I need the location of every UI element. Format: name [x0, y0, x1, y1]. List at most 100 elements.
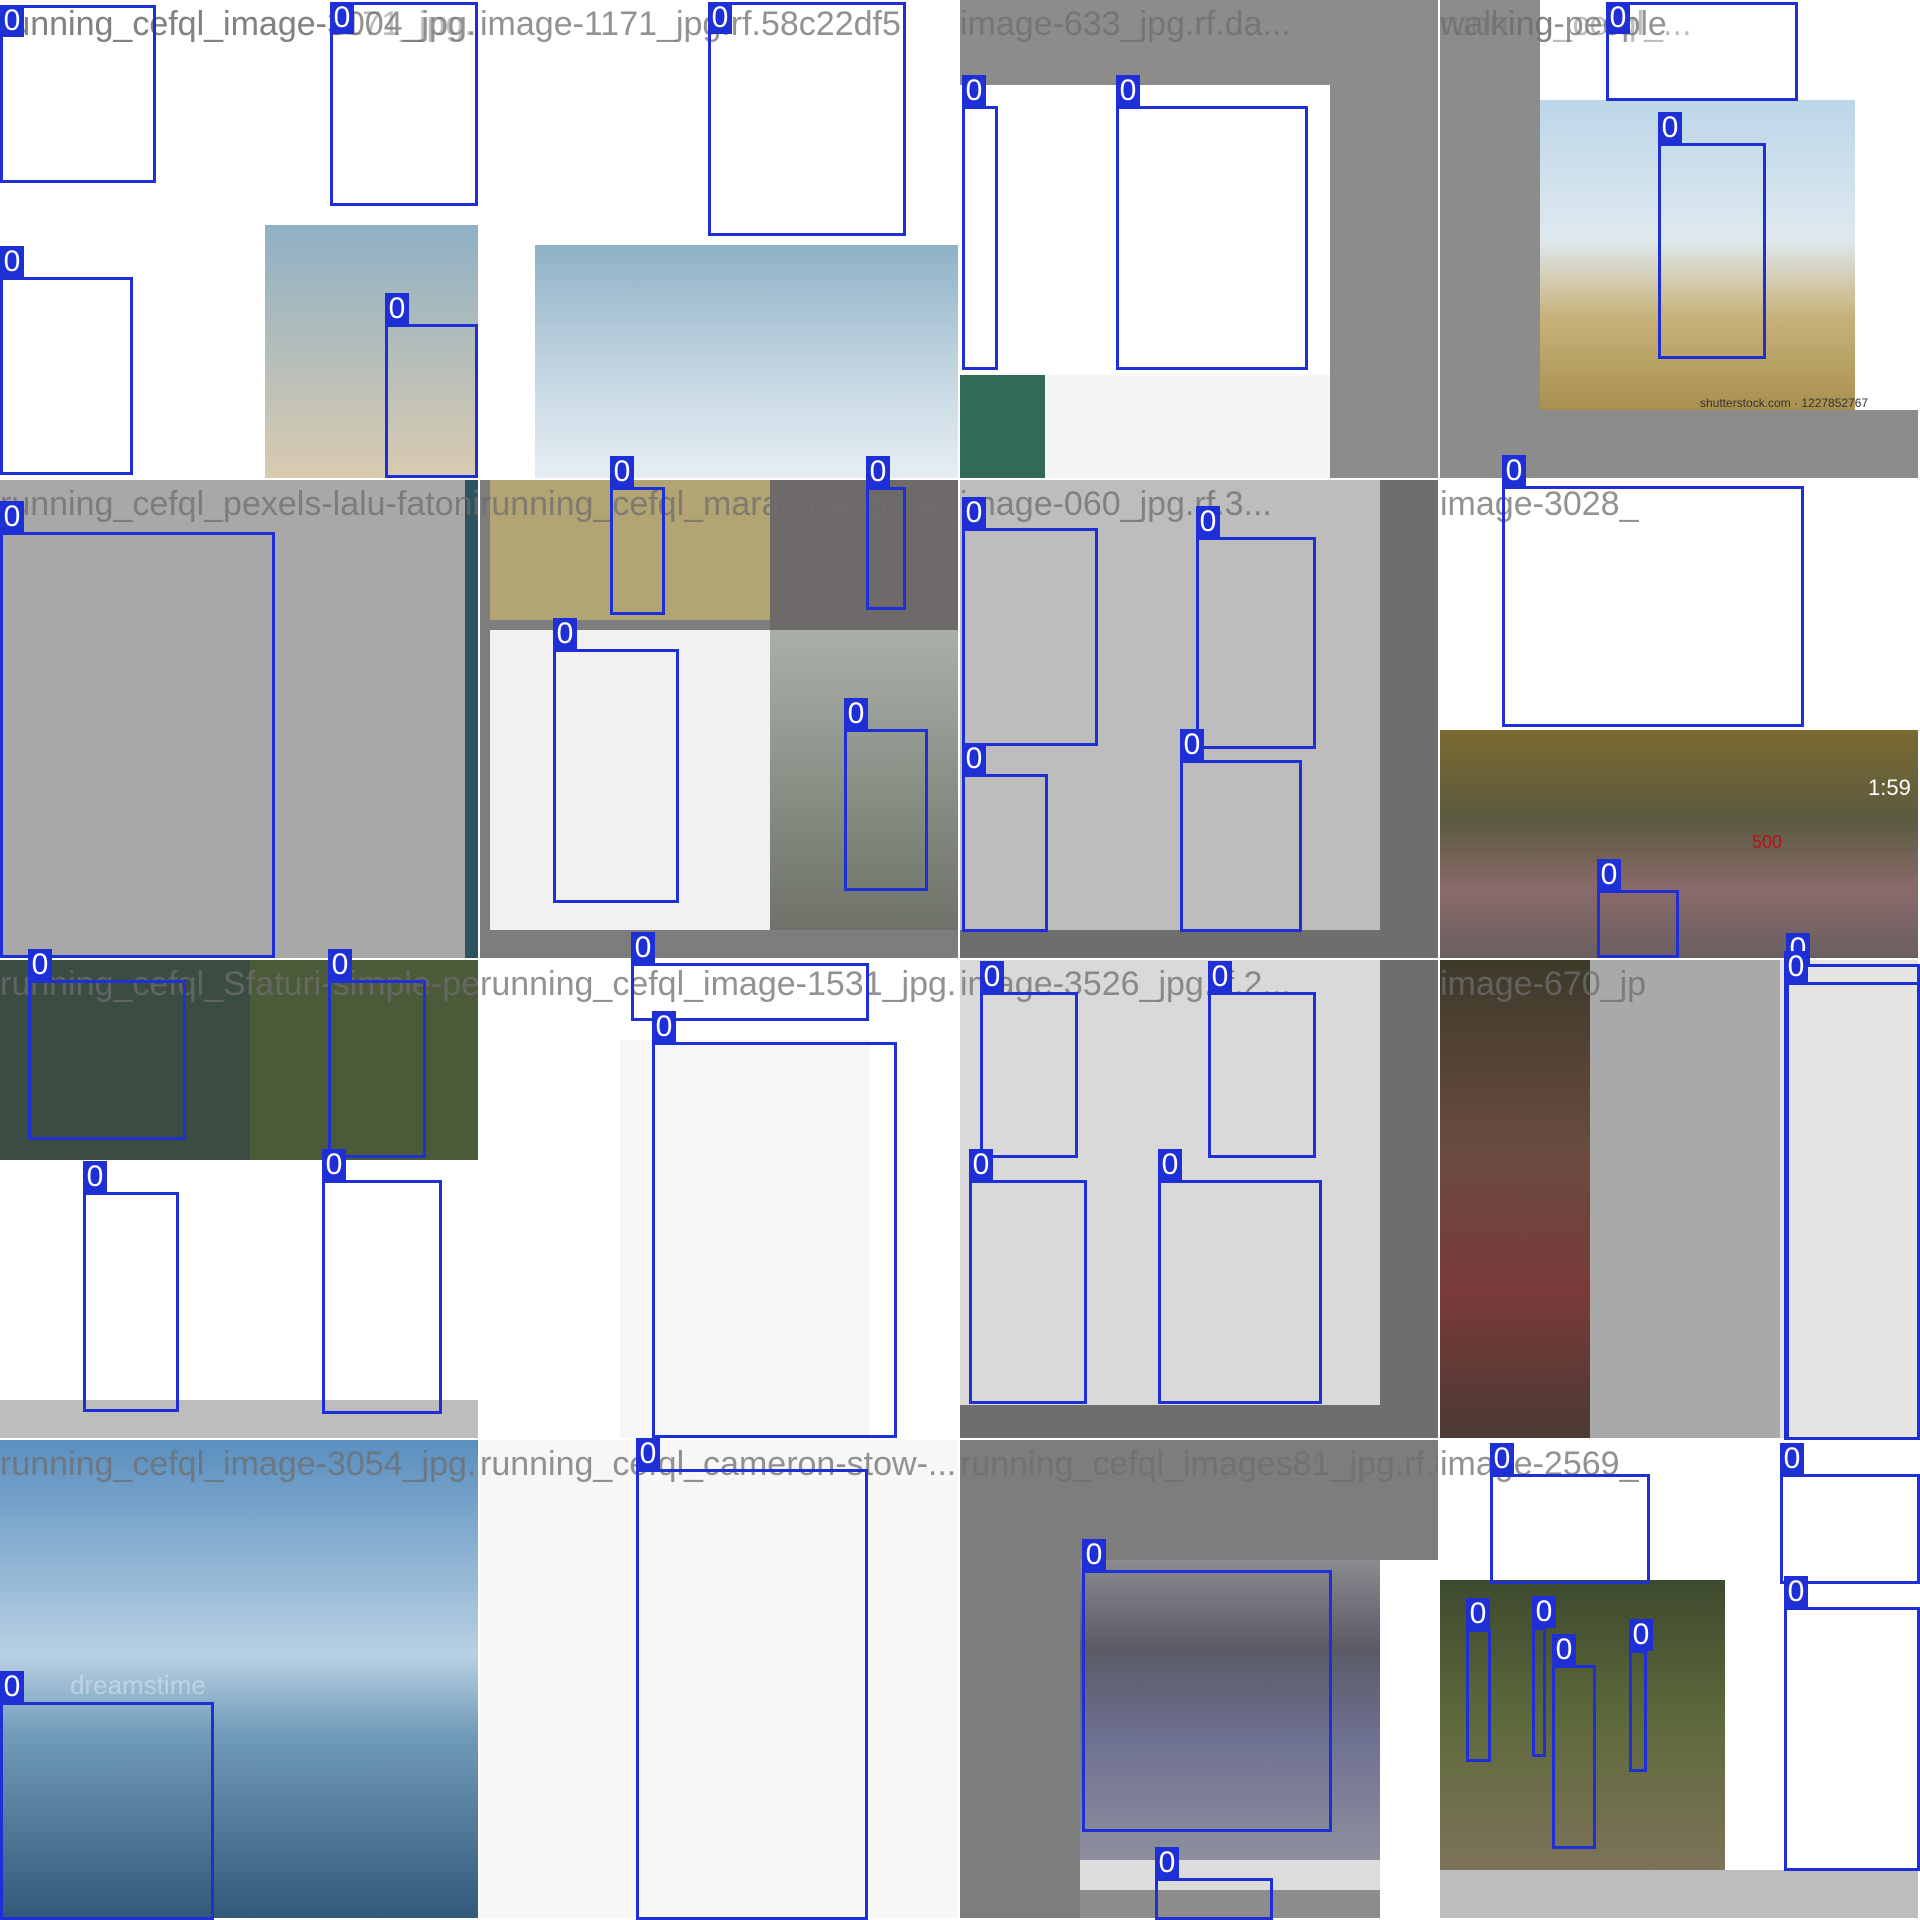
- class-label-tag: 0: [1490, 1443, 1514, 1475]
- mosaic-tile: image-2569_: [1440, 1440, 1918, 1918]
- image-region: [0, 1400, 478, 1438]
- image-region: [1725, 1580, 1918, 1870]
- detection-box: 0: [1658, 112, 1766, 359]
- image-region: [1440, 960, 1590, 1438]
- detection-box: 0: [1597, 859, 1679, 958]
- dreamstime-watermark: dreamstime: [70, 1670, 206, 1700]
- detection-box: 0: [0, 501, 275, 958]
- detection-box: 0: [636, 1438, 868, 1920]
- detection-box: 0: [1082, 1539, 1332, 1832]
- tile-filename-label: running_cefql_marator-argonaut: [480, 484, 958, 524]
- image-region: [1080, 1860, 1380, 1890]
- class-label-tag: 0: [1196, 506, 1220, 538]
- image-region: [0, 1440, 478, 1918]
- tile-filename-label: running_cefql_image-3004_jpg.rf.9896...r…: [0, 4, 478, 44]
- image-region: [1440, 730, 1918, 958]
- detection-box: 0: [1552, 1634, 1596, 1849]
- tile-filename-label: running_cefql_image-1531_jpg.rf.b6c4...: [480, 964, 958, 1004]
- image-region: [770, 480, 958, 630]
- tile-filename-label: image-060_jpg.rf.3...: [960, 484, 1272, 524]
- mosaic-tile: running_cefql_image-3054_jpg.rf.5...: [0, 1440, 478, 1918]
- image-region: [0, 480, 478, 958]
- detection-box: 0: [1180, 729, 1302, 932]
- tile-filename-label: running_cefql_pexels-lalu-fatoni-724...: [0, 484, 478, 524]
- class-label-tag: 0: [0, 5, 24, 37]
- detection-box: 0: [1532, 1596, 1556, 1757]
- tile-filename-overlap-text: running_cefql_...: [1440, 5, 1692, 43]
- image-region: [960, 1560, 1080, 1918]
- detection-box: 0: [28, 949, 186, 1140]
- class-label-tag: 0: [330, 2, 354, 34]
- tile-filename-overlap-text: running_cefql_image-1171_jpg.rf.58c22df5: [0, 5, 478, 43]
- image-region: [490, 480, 770, 620]
- detection-box: 0: [330, 2, 478, 206]
- detection-box: 0: [1208, 961, 1316, 1158]
- class-label-tag: 0: [1552, 1634, 1576, 1666]
- class-label-tag: 0: [1208, 961, 1232, 993]
- class-label-tag: 0: [1658, 112, 1682, 144]
- mosaic-tile: image-3028_: [1440, 480, 1918, 958]
- class-label-tag: 0: [980, 961, 1004, 993]
- class-label-tag: 0: [1597, 859, 1621, 891]
- image-region: [960, 480, 1380, 930]
- class-label-tag: 0: [631, 932, 655, 964]
- class-label-tag: 0: [962, 743, 986, 775]
- detection-box: 0: [1490, 1443, 1650, 1584]
- tile-filename-label: image-1171_jpg.rf.58c22df5: [480, 4, 901, 44]
- tile-filename-label: running_cefql_Sfaturi-simple-pentru-...: [0, 964, 478, 1004]
- class-label-tag: 0: [962, 497, 986, 529]
- class-label-tag: 0: [1155, 1847, 1179, 1879]
- tile-filename-text: running_cefql_images81_jpg.rf.8...: [960, 1445, 1438, 1483]
- mosaic-tile: image-670_jp: [1440, 960, 1918, 1438]
- class-label-tag: 0: [322, 1149, 346, 1181]
- image-region: [1080, 1890, 1380, 1918]
- detection-box: 0: [1629, 1619, 1653, 1772]
- tile-filename-text: running_cefql_image-3004_jpg.rf.9896...: [0, 5, 478, 43]
- tile-filename-text: running_cefql_marator-argonaut: [480, 485, 958, 523]
- image-region: [960, 1440, 1438, 1560]
- image-region: [265, 225, 478, 478]
- class-label-tag: 0: [1466, 1598, 1490, 1630]
- class-label-tag: 0: [1780, 1443, 1804, 1475]
- mosaic-tile: image-1171_jpg.rf.58c22df5: [480, 0, 958, 478]
- image-region: [465, 480, 478, 958]
- detection-box: 0: [866, 456, 906, 610]
- mosaic-tile: image-633_jpg.rf.da...: [960, 0, 1438, 478]
- mosaic-tile: running_cefql_image-3004_jpg.rf.9896...r…: [0, 0, 478, 478]
- image-region: [250, 960, 478, 1160]
- image-region: [620, 1040, 870, 1438]
- tile-filename-label: image-3028_: [1440, 484, 1638, 524]
- detection-box: 0: [83, 1161, 179, 1412]
- tile-filename-text: running_cefql_image-3054_jpg.rf.5...: [0, 1445, 478, 1483]
- class-label-tag: 0: [1082, 1539, 1106, 1571]
- tile-filename-label: running_cefql_image-3054_jpg.rf.5...: [0, 1444, 478, 1484]
- tile-filename-text: running_cefql_cameron-stow-...: [480, 1445, 957, 1483]
- detection-box: 0: [385, 293, 478, 478]
- class-label-tag: 0: [0, 246, 24, 278]
- class-label-tag: 0: [866, 456, 890, 488]
- class-label-tag: 0: [328, 949, 352, 981]
- image-region: [1045, 375, 1330, 478]
- image-region: [0, 1160, 478, 1400]
- tile-filename-text: image-633_jpg.rf.da...: [960, 5, 1291, 43]
- race-badge: 1:59: [1868, 775, 1911, 800]
- detection-box: 0: [631, 932, 869, 1021]
- tile-filename-label: image-633_jpg.rf.da...: [960, 4, 1291, 44]
- detection-box: 0: [1784, 1576, 1920, 1871]
- detection-box: 0: [1502, 455, 1804, 727]
- class-label-tag: 0: [553, 618, 577, 650]
- detection-box: 0: [0, 5, 156, 183]
- detection-box: 0: [610, 456, 665, 615]
- detection-box: 0: [980, 961, 1078, 1158]
- tile-filename-text: image-3526_jpg.rf.2...: [960, 965, 1291, 1003]
- class-label-tag: 0: [844, 698, 868, 730]
- tile-filename-text: image-670_jp: [1440, 965, 1647, 1003]
- detection-box: 0: [962, 497, 1098, 746]
- class-label-tag: 0: [1629, 1619, 1653, 1651]
- class-label-tag: 0: [1158, 1149, 1182, 1181]
- image-region: [1855, 0, 1918, 410]
- detection-box: 0: [1466, 1598, 1491, 1762]
- class-label-tag: 0: [0, 1671, 24, 1703]
- tile-filename-label: walking-people running_cefql_...: [1440, 4, 1691, 44]
